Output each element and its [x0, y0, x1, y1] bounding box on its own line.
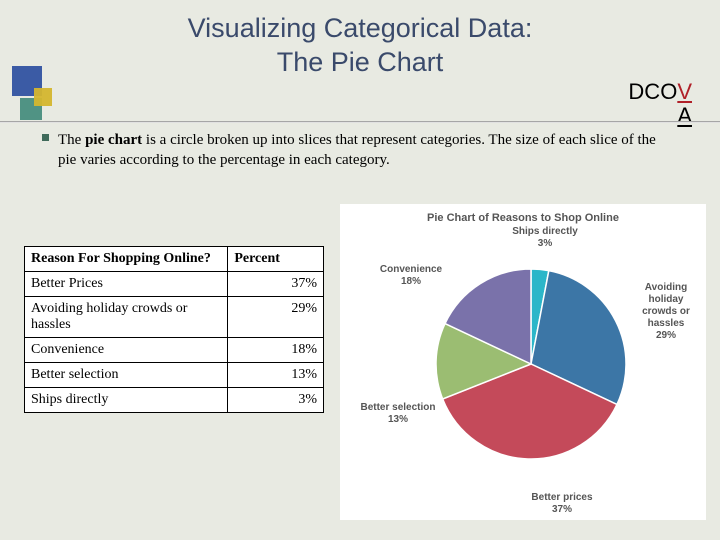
- pie-slice-label: Better selection13%: [358, 402, 438, 426]
- table-row: Better selection13%: [25, 363, 324, 388]
- dcova-a: A: [628, 104, 692, 128]
- table-row: Avoiding holiday crowds or hassles29%: [25, 297, 324, 338]
- table-header-percent: Percent: [228, 247, 324, 272]
- table-row: Ships directly3%: [25, 388, 324, 413]
- body-paragraph: The pie chart is a circle broken up into…: [58, 130, 660, 171]
- slide-title: Visualizing Categorical Data: The Pie Ch…: [0, 0, 720, 80]
- table-header-reason: Reason For Shopping Online?: [25, 247, 228, 272]
- bullet-icon: [42, 134, 49, 141]
- title-line-1: Visualizing Categorical Data:: [0, 12, 720, 46]
- pie-slice-label: Better prices37%: [522, 492, 602, 516]
- pie-slice-label: Convenience18%: [374, 264, 448, 288]
- data-table: Reason For Shopping Online? Percent Bett…: [24, 246, 324, 413]
- table-row: Better Prices37%: [25, 272, 324, 297]
- table-row: Convenience18%: [25, 338, 324, 363]
- dcova-v: V: [677, 79, 692, 104]
- pie-chart-panel: Pie Chart of Reasons to Shop Online Ship…: [340, 204, 706, 520]
- pie-slice-label: Avoiding holidaycrowds or hassles29%: [628, 282, 704, 342]
- dcova-dco: DCO: [628, 79, 677, 104]
- pie-chart-svg: [353, 224, 693, 484]
- chart-title: Pie Chart of Reasons to Shop Online: [340, 204, 706, 224]
- title-line-2: The Pie Chart: [0, 46, 720, 80]
- divider-line: [0, 121, 720, 123]
- pie-slice-label: Ships directly3%: [505, 226, 585, 250]
